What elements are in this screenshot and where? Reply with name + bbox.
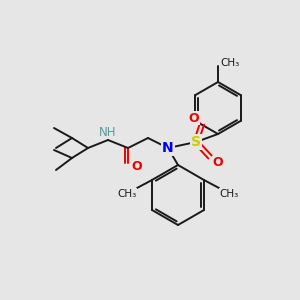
Text: NH: NH bbox=[99, 125, 117, 139]
Text: CH₃: CH₃ bbox=[219, 189, 238, 199]
Text: O: O bbox=[132, 160, 142, 173]
Text: O: O bbox=[213, 157, 223, 169]
Text: N: N bbox=[162, 141, 174, 155]
Text: S: S bbox=[191, 135, 201, 149]
Text: O: O bbox=[189, 112, 199, 124]
Text: CH₃: CH₃ bbox=[220, 58, 240, 68]
Text: CH₃: CH₃ bbox=[117, 189, 136, 199]
